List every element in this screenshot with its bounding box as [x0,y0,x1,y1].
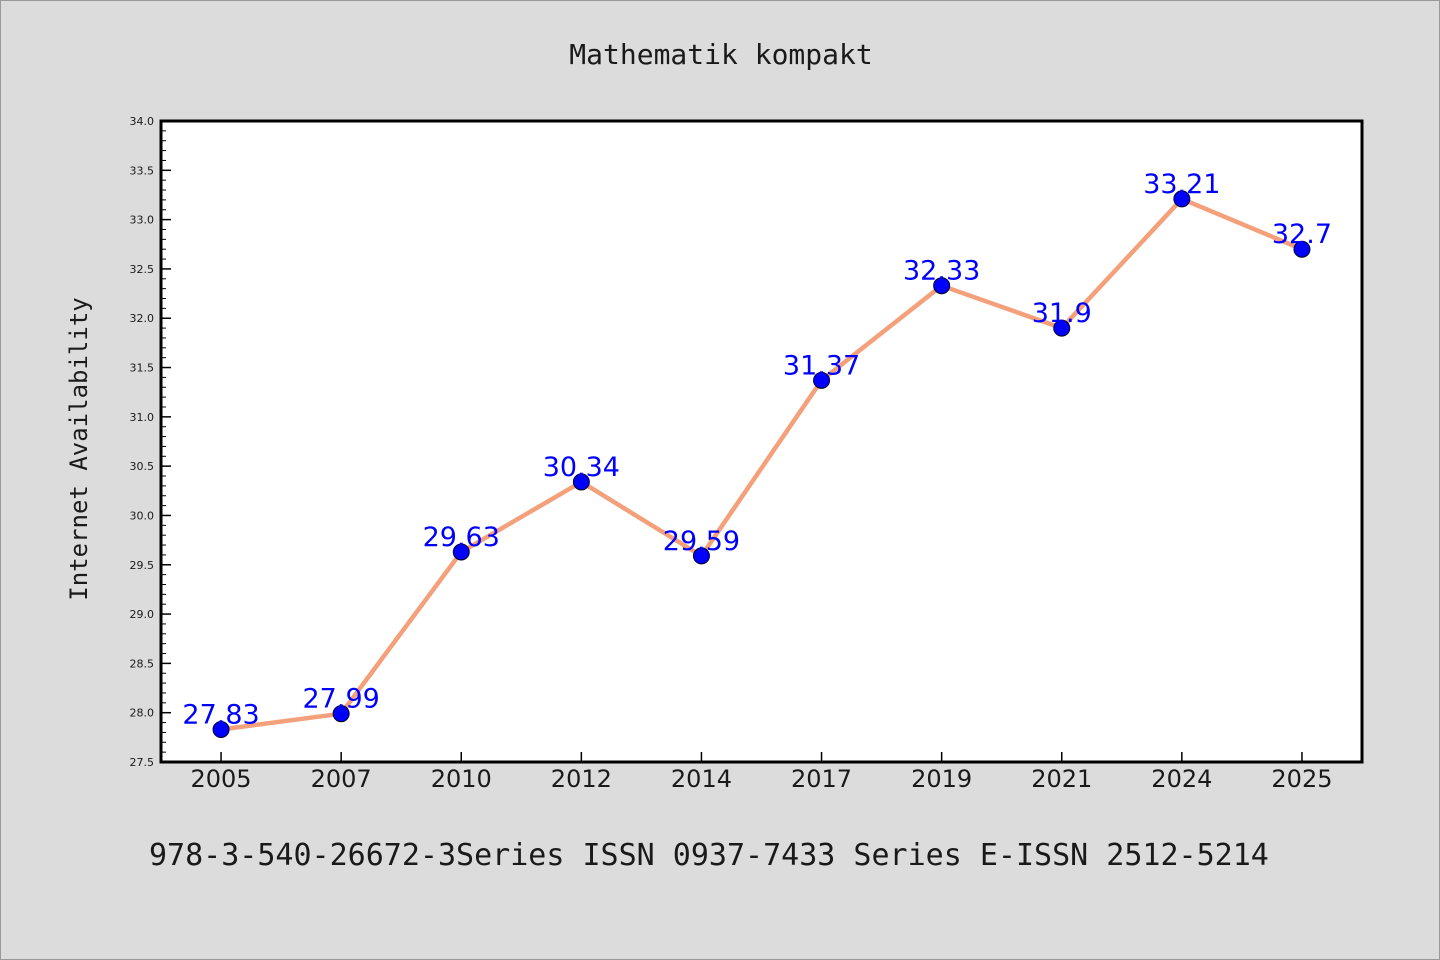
x-tick-label: 2007 [311,765,372,793]
series-line-group [220,196,1303,732]
data-label: 31.9 [1032,298,1092,329]
data-point [813,371,831,389]
y-tick-label: 32.0 [130,312,155,325]
markers-group [212,190,1311,738]
x-tick-label: 2014 [671,765,732,793]
data-label: 27.83 [182,699,259,730]
data-label: 33.21 [1143,169,1220,200]
data-point [1173,190,1191,208]
footer-text: 978-3-540-26672-3Series ISSN 0937-7433 S… [149,838,1269,873]
y-tick-label: 30.5 [130,460,155,473]
data-labels-group: 27.83 27.99 29.63 30.34 29.59 31.37 32.33 31.9 3… [182,169,1332,731]
data-point [572,473,590,491]
data-point [692,547,710,565]
data-point [1053,319,1071,337]
y-tick-label: 30.0 [130,509,155,522]
x-tick-label: 2025 [1271,765,1332,793]
y-axis-label: Internet Availability [65,297,93,600]
data-label: 32.33 [903,256,980,287]
y-tick-label: 28.5 [130,657,155,670]
data-label: 31.37 [783,350,860,381]
data-label: 29.59 [663,526,740,557]
y-tick-label: 29.5 [130,559,155,572]
data-point [933,277,951,295]
data-label: 30.34 [543,452,620,483]
x-tick-label: 2019 [911,765,972,793]
data-point [452,543,470,561]
y-tick-label: 33.5 [130,164,155,177]
y-tick-label: 28.0 [130,707,155,720]
y-tick-label: 29.0 [130,608,155,621]
data-label: 29.63 [423,522,500,553]
data-label: 32.7 [1272,219,1332,250]
data-point [332,705,350,723]
x-axis: 2005 2007 2010 2012 2014 2017 2019 2021 2024 2025 [191,752,1332,793]
x-tick-label: 2024 [1151,765,1212,793]
y-tick-label: 33.0 [130,214,155,227]
y-tick-label: 34.0 [130,115,155,128]
x-tick-label: 2005 [191,765,252,793]
plot-area [159,119,1364,764]
y-tick-label: 32.5 [130,263,155,276]
data-label: 27.99 [303,684,380,715]
y-tick-label: 27.5 [130,756,155,769]
data-point [212,720,230,738]
y-tick-label: 31.0 [130,411,155,424]
x-tick-label: 2021 [1031,765,1092,793]
x-tick-label: 2012 [551,765,612,793]
data-point [1293,240,1311,258]
y-tick-label: 31.5 [130,362,155,375]
chart-title: Mathematik kompakt [569,38,872,71]
x-tick-label: 2010 [431,765,492,793]
x-tick-label: 2017 [791,765,852,793]
series-line [220,196,1303,732]
y-axis: 27.5 28.0 28.5 29.0 29.5 30.0 30.5 31.0 31.5 32.0… [130,115,171,769]
